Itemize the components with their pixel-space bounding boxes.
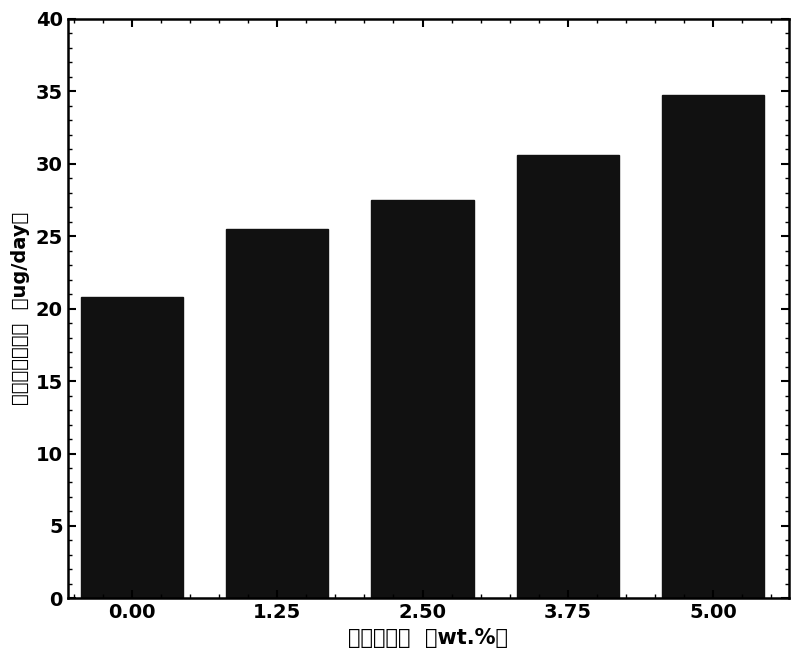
Bar [662, 96, 765, 598]
Bar [226, 229, 328, 598]
Y-axis label: 铜离子释放速率  （ug/day）: 铜离子释放速率 （ug/day） [11, 212, 30, 405]
X-axis label: 淀粉添加量  （wt.%）: 淀粉添加量 （wt.%） [348, 628, 508, 648]
Bar [517, 155, 619, 598]
Bar [81, 297, 183, 598]
Bar [371, 200, 474, 598]
